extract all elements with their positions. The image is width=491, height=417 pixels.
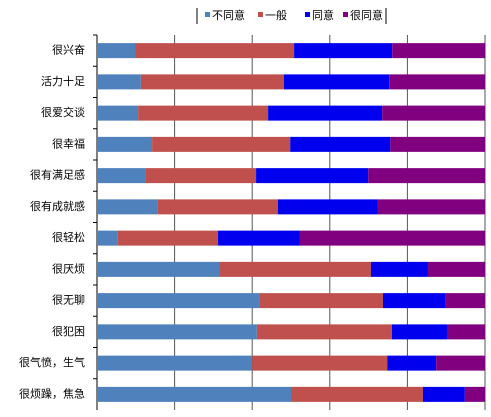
bar-segment: [97, 105, 139, 121]
y-tick-label: 很轻松: [52, 230, 85, 244]
bar-segment: [277, 199, 378, 215]
bar-segment: [259, 293, 383, 309]
bar-segment: [252, 355, 388, 371]
bar-segment: [291, 386, 423, 402]
legend-swatch: [258, 12, 263, 17]
y-tick-label: 很爱交谈: [41, 105, 85, 119]
bar-segment: [268, 105, 383, 121]
bar-segment: [138, 105, 269, 121]
bar-segment: [152, 136, 291, 152]
bar-segment: [97, 386, 291, 402]
bar-segment: [464, 386, 485, 402]
y-tick-label: 很无聊: [52, 293, 85, 307]
bar-segment: [436, 355, 485, 371]
bar-segment: [97, 324, 257, 340]
bar-segment: [97, 355, 253, 371]
bar-segment: [256, 168, 369, 184]
bar-segment: [387, 355, 437, 371]
bar-segment: [218, 230, 300, 246]
bar-segment: [368, 168, 485, 184]
bar-segment: [389, 74, 485, 90]
bar-segment: [377, 199, 485, 215]
bar-segment: [390, 136, 485, 152]
bar-segment: [117, 230, 219, 246]
bar-segment: [97, 43, 136, 59]
y-tick-label: 很厌烦: [52, 261, 85, 275]
y-tick-label: 很幸福: [52, 136, 85, 150]
legend-swatch: [343, 12, 348, 17]
bar-segment: [97, 230, 118, 246]
bar-segment: [370, 261, 428, 277]
bar-segment: [392, 43, 486, 59]
bar-segment: [97, 136, 153, 152]
legend-label: 一般: [265, 9, 287, 22]
bar-segment: [97, 74, 141, 90]
bar-segment: [294, 43, 393, 59]
legend-label: 很同意: [350, 8, 383, 22]
y-tick-label: 很气愤，生气: [19, 355, 85, 369]
bar-segment: [382, 105, 485, 121]
y-tick-label: 很兴奋: [52, 43, 85, 57]
bar-segment: [299, 230, 485, 246]
bar-segment: [382, 293, 446, 309]
bar-segment: [446, 324, 485, 340]
bar-segment: [97, 168, 146, 184]
legend-swatch: [205, 12, 210, 17]
bar-segment: [135, 43, 295, 59]
y-tick-label: 活力十足: [41, 74, 85, 88]
bar-segment: [97, 293, 260, 309]
bar-segment: [97, 261, 220, 277]
bar-segment: [256, 324, 392, 340]
y-tick-label: 很烦躁，焦急: [19, 386, 85, 400]
bar-segment: [97, 199, 158, 215]
bar-segment: [284, 74, 390, 90]
legend-swatch: [305, 12, 310, 17]
bar-segment: [157, 199, 278, 215]
bar-segment: [290, 136, 391, 152]
bar-segment: [219, 261, 371, 277]
bar-segment: [427, 261, 485, 277]
legend-label: 同意: [312, 8, 334, 22]
bar-segment: [445, 293, 485, 309]
y-tick-label: 很有满足感: [30, 168, 85, 182]
bar-segment: [140, 74, 285, 90]
legend-label: 不同意: [212, 8, 245, 22]
y-tick-label: 很有成就感: [30, 199, 85, 213]
bar-segment: [145, 168, 257, 184]
y-tick-label: 很犯困: [52, 324, 85, 338]
bar-segment: [391, 324, 447, 340]
bar-segment: [422, 386, 465, 402]
